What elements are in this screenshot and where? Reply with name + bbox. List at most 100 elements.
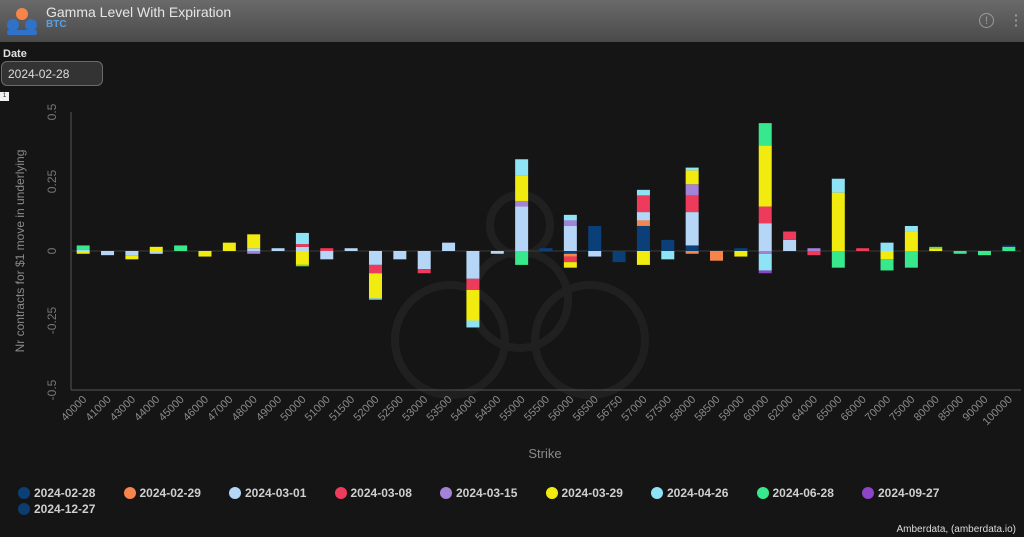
bar-segment[interactable] <box>515 200 529 207</box>
bar-segment[interactable] <box>149 246 163 251</box>
bar-segment[interactable] <box>295 244 309 247</box>
bar-segment[interactable] <box>563 225 577 251</box>
bar-segment[interactable] <box>563 262 577 268</box>
bar-segment[interactable] <box>636 189 650 196</box>
bar-segment[interactable] <box>222 242 236 251</box>
bar-segment[interactable] <box>904 225 918 232</box>
bar-segment[interactable] <box>661 251 675 260</box>
bar-segment[interactable] <box>758 145 772 207</box>
bar-segment[interactable] <box>490 251 504 254</box>
bar-segment[interactable] <box>953 251 967 254</box>
bar-segment[interactable] <box>685 184 699 196</box>
bar-segment[interactable] <box>393 251 407 260</box>
bar-segment[interactable] <box>320 251 334 260</box>
bar-segment[interactable] <box>149 251 163 254</box>
bar-segment[interactable] <box>563 220 577 226</box>
bar-segment[interactable] <box>515 206 529 251</box>
bar-segment[interactable] <box>247 234 261 249</box>
bar-segment[interactable] <box>563 214 577 221</box>
bar-segment[interactable] <box>636 195 650 213</box>
bar-segment[interactable] <box>125 255 139 260</box>
bar-segment[interactable] <box>636 225 650 251</box>
bar-segment[interactable] <box>1002 245 1016 247</box>
bar-segment[interactable] <box>636 212 650 221</box>
info-icon[interactable]: ! <box>979 13 994 28</box>
bar-segment[interactable] <box>831 251 845 268</box>
bar-segment[interactable] <box>1002 246 1016 251</box>
bar-segment[interactable] <box>76 251 90 254</box>
bar-segment[interactable] <box>295 264 309 267</box>
bar-segment[interactable] <box>685 212 699 246</box>
bar-segment[interactable] <box>880 259 894 271</box>
bar-segment[interactable] <box>368 298 382 300</box>
bar-segment[interactable] <box>758 270 772 274</box>
bar-segment[interactable] <box>368 273 382 299</box>
bar-segment[interactable] <box>76 245 90 250</box>
bar-segment[interactable] <box>320 248 334 251</box>
bar-segment[interactable] <box>563 251 577 254</box>
bar-segment[interactable] <box>76 249 90 251</box>
bar-segment[interactable] <box>563 253 577 257</box>
bar-segment[interactable] <box>758 123 772 146</box>
bar-segment[interactable] <box>612 251 626 263</box>
bar-segment[interactable] <box>685 251 699 254</box>
bar-segment[interactable] <box>295 246 309 251</box>
bar-segment[interactable] <box>977 251 991 256</box>
bar-segment[interactable] <box>783 231 797 240</box>
bar-segment[interactable] <box>685 195 699 213</box>
bar-segment[interactable] <box>758 206 772 224</box>
bar-segment[interactable] <box>344 248 358 251</box>
bar-segment[interactable] <box>588 251 602 257</box>
bar-segment[interactable] <box>758 251 772 254</box>
bar-segment[interactable] <box>125 251 139 256</box>
bar-segment[interactable] <box>710 251 724 261</box>
bar-segment[interactable] <box>295 232 309 245</box>
bar-segment[interactable] <box>831 192 845 251</box>
bar-segment[interactable] <box>271 248 285 251</box>
bar-segment[interactable] <box>734 248 748 251</box>
bar-segment[interactable] <box>758 223 772 251</box>
bar-segment[interactable] <box>880 251 894 260</box>
bar-segment[interactable] <box>515 159 529 176</box>
bar-segment[interactable] <box>515 251 529 265</box>
bar-segment[interactable] <box>247 248 261 251</box>
bar-segment[interactable] <box>442 242 456 251</box>
bar-segment[interactable] <box>466 251 480 279</box>
bar-segment[interactable] <box>417 251 431 270</box>
bar-segment[interactable] <box>636 251 650 265</box>
bar-segment[interactable] <box>368 251 382 265</box>
bar-segment[interactable] <box>929 246 943 249</box>
page-badge[interactable]: 1 <box>0 92 9 101</box>
bar-segment[interactable] <box>929 248 943 251</box>
bar-segment[interactable] <box>758 253 772 271</box>
bar-segment[interactable] <box>685 170 699 185</box>
bar-segment[interactable] <box>466 320 480 328</box>
bar-segment[interactable] <box>783 239 797 251</box>
bar-segment[interactable] <box>904 251 918 268</box>
bar-segment[interactable] <box>466 289 480 321</box>
bar-segment[interactable] <box>734 251 748 257</box>
bar-segment[interactable] <box>247 251 261 254</box>
bar-segment[interactable] <box>295 251 309 265</box>
bar-segment[interactable] <box>368 264 382 274</box>
bar-segment[interactable] <box>417 269 431 274</box>
bar-segment[interactable] <box>539 248 553 251</box>
bar-segment[interactable] <box>856 248 870 251</box>
bar-segment[interactable] <box>466 278 480 290</box>
bar-segment[interactable] <box>831 178 845 193</box>
bar-segment[interactable] <box>198 251 212 257</box>
bar-segment[interactable] <box>685 167 699 171</box>
bar-segment[interactable] <box>807 251 821 256</box>
bar-segment[interactable] <box>174 245 188 251</box>
date-input[interactable] <box>1 61 103 86</box>
kebab-menu-icon[interactable]: ⋮ <box>1008 12 1024 29</box>
bar-segment[interactable] <box>515 175 529 201</box>
bar-segment[interactable] <box>101 251 115 256</box>
bar-segment[interactable] <box>685 245 699 251</box>
bar-segment[interactable] <box>588 225 602 251</box>
bar-segment[interactable] <box>661 239 675 251</box>
bar-segment[interactable] <box>563 256 577 263</box>
bar-segment[interactable] <box>880 242 894 251</box>
bar-segment[interactable] <box>636 220 650 226</box>
bar-segment[interactable] <box>807 248 821 251</box>
